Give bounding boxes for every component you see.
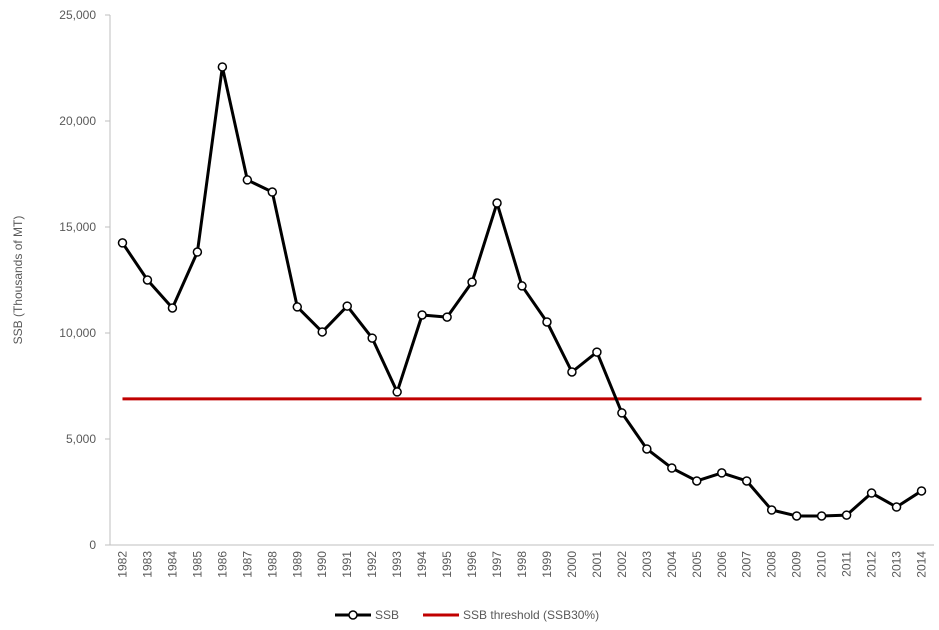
y-tick-label: 10,000: [59, 326, 96, 340]
x-tick-label: 2011: [840, 551, 854, 577]
x-tick-label: 2007: [740, 551, 754, 578]
point: [392, 387, 402, 397]
legend-label: SSB threshold (SSB30%): [463, 608, 599, 622]
point: [317, 327, 327, 337]
point: [567, 367, 577, 377]
x-tick-label: 1986: [215, 551, 229, 578]
x-tick-label: 1983: [140, 551, 154, 578]
point: [816, 511, 827, 521]
point: [517, 281, 527, 291]
x-tick-label: 1984: [165, 551, 179, 578]
x-tick-label: 2010: [815, 551, 829, 578]
y-tick-label: 5,000: [66, 432, 96, 446]
x-tick-label: 2014: [915, 551, 929, 578]
x-tick-label: 1989: [290, 551, 304, 578]
point: [467, 277, 477, 287]
point: [692, 476, 702, 486]
y-tick-label: 15,000: [59, 220, 96, 234]
point: [916, 486, 927, 496]
x-tick-label: 2003: [640, 551, 654, 578]
x-tick-label: 1995: [440, 551, 454, 578]
point: [192, 247, 203, 257]
point: [142, 275, 153, 285]
x-tick-label: 1987: [240, 551, 254, 578]
point: [741, 476, 752, 486]
y-axis-label: SSB (Thousands of MT): [11, 216, 25, 345]
x-tick-label: 2000: [565, 551, 579, 578]
point: [766, 505, 777, 515]
point: [117, 238, 128, 248]
point: [841, 510, 852, 520]
series-line: [121, 65, 923, 518]
x-tick-label: 1994: [415, 551, 429, 578]
x-tick-label: 1988: [265, 551, 279, 578]
point: [866, 488, 877, 498]
point: [717, 468, 727, 478]
x-tick-label: 2013: [890, 551, 904, 578]
point: [791, 511, 802, 521]
y-tick-label: 0: [89, 538, 96, 552]
point: [592, 347, 602, 357]
x-tick-label: 2009: [790, 551, 804, 578]
point: [891, 502, 902, 512]
y-tick-label: 20,000: [59, 114, 96, 128]
x-tick-label: 1990: [315, 551, 329, 578]
point: [642, 444, 652, 454]
x-tick-label: 1982: [115, 551, 129, 578]
x-tick-label: 2005: [690, 551, 704, 578]
x-tick-label: 1998: [515, 551, 529, 578]
point: [367, 333, 377, 343]
x-tick-label: 1999: [540, 551, 554, 578]
x-tick-label: 2006: [715, 551, 729, 578]
point: [442, 312, 452, 322]
point: [242, 175, 253, 185]
x-tick-label: 1992: [365, 551, 379, 578]
x-tick-label: 2012: [865, 551, 879, 578]
point: [492, 198, 502, 208]
x-tick-label: 2002: [615, 551, 629, 578]
point: [292, 302, 303, 312]
x-tick-label: 2004: [665, 551, 679, 578]
point: [342, 301, 352, 311]
x-tick-label: 1996: [465, 551, 479, 578]
point: [667, 463, 677, 473]
legend-label: SSB: [375, 608, 399, 622]
legend-marker: [348, 610, 358, 620]
x-tick-label: 2008: [765, 551, 779, 578]
point: [542, 317, 552, 327]
point: [167, 303, 178, 313]
x-tick-label: 1997: [490, 551, 504, 578]
y-tick-label: 25,000: [59, 8, 96, 22]
x-tick-label: 2001: [590, 551, 604, 578]
point: [417, 310, 427, 320]
x-tick-label: 1993: [390, 551, 404, 578]
x-tick-label: 1985: [190, 551, 204, 578]
point: [267, 187, 278, 197]
x-tick-label: 1991: [340, 551, 354, 578]
point: [217, 62, 228, 72]
point: [617, 408, 627, 418]
